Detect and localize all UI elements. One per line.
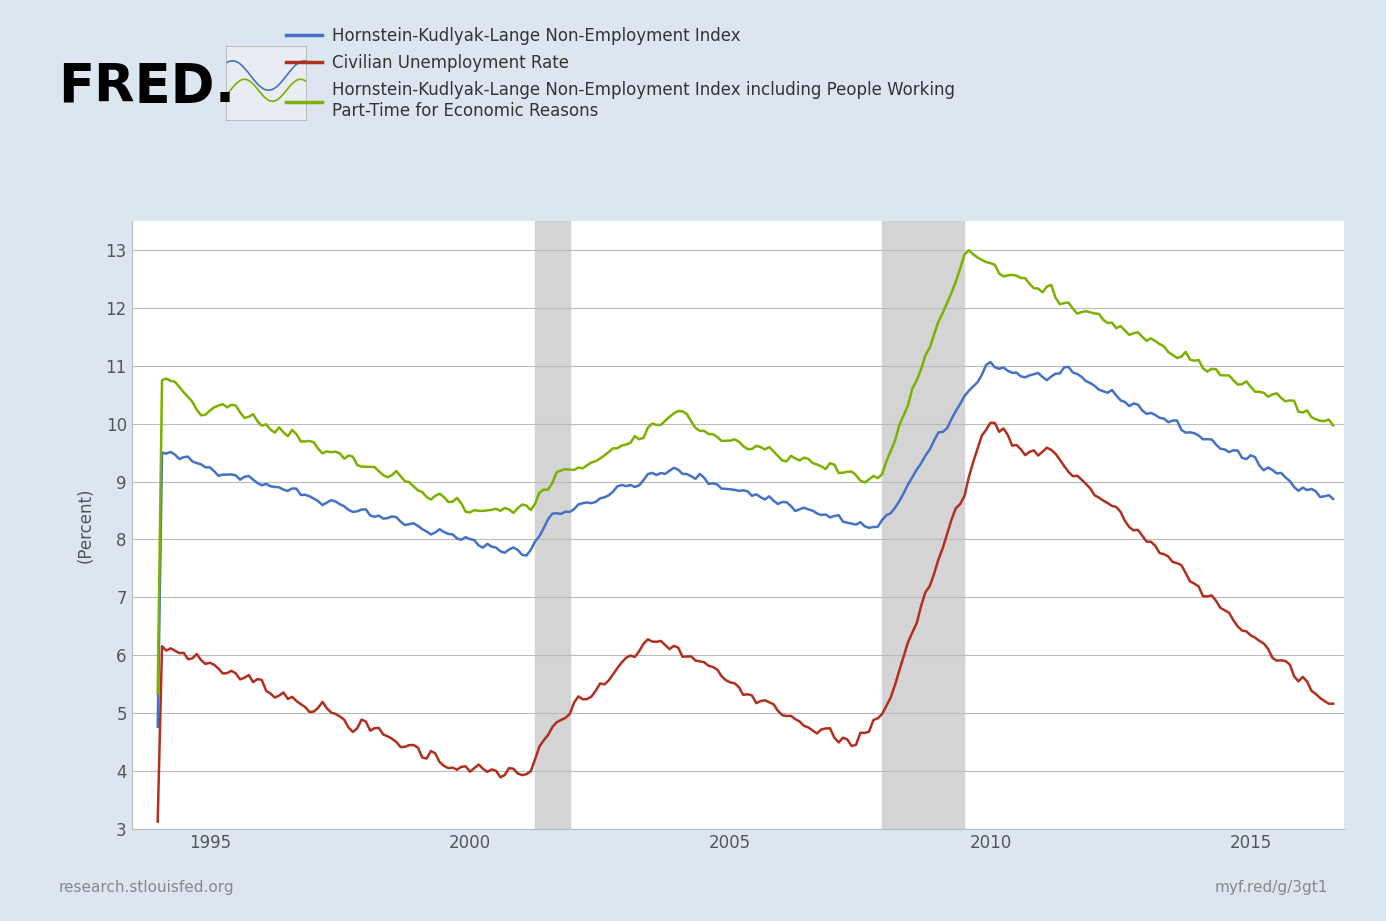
Y-axis label: (Percent): (Percent): [76, 487, 94, 563]
Bar: [535, 221, 570, 829]
Text: research.stlouisfed.org: research.stlouisfed.org: [58, 880, 234, 895]
Text: .: .: [215, 62, 234, 113]
Legend: Hornstein-Kudlyak-Lange Non-Employment Index, Civilian Unemployment Rate, Hornst: Hornstein-Kudlyak-Lange Non-Employment I…: [286, 27, 955, 120]
Bar: [883, 221, 965, 829]
Text: myf.red/g/3gt1: myf.red/g/3gt1: [1214, 880, 1328, 895]
Text: FRED: FRED: [58, 62, 215, 113]
